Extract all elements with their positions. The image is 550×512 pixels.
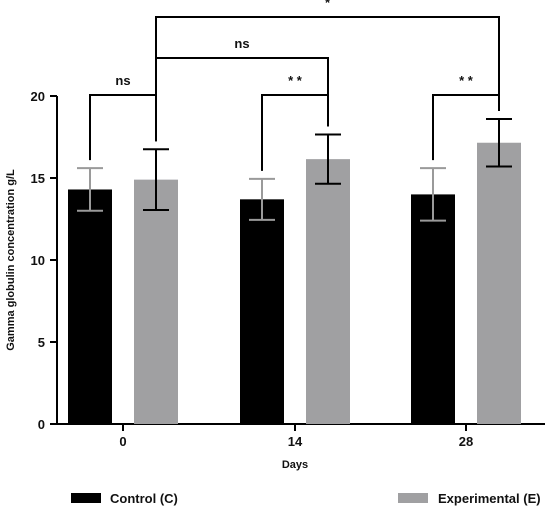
bar	[240, 199, 284, 424]
y-tick-label: 5	[38, 335, 45, 350]
bar	[306, 159, 350, 424]
error-bars	[77, 117, 512, 222]
y-axis-title: Gamma globulin concentration g/L	[5, 169, 17, 351]
y-tick-label: 20	[31, 89, 45, 104]
x-tick-label: 28	[459, 434, 473, 449]
legend-swatch	[398, 493, 428, 503]
bar	[477, 142, 521, 425]
significance-label: * *	[288, 73, 303, 88]
legend-label: Control (C)	[110, 491, 178, 506]
y-tick-label: 10	[31, 253, 45, 268]
x-axis-title: Days	[282, 459, 308, 471]
significance-label: ns	[115, 73, 130, 88]
bar	[411, 194, 455, 424]
significance-label: ns	[234, 36, 249, 51]
legend-label: Experimental (E)	[438, 491, 541, 506]
significance-bracket	[89, 94, 157, 161]
legend: Control (C) Experimental (E)	[71, 491, 541, 506]
legend-swatch	[71, 493, 101, 503]
bar	[134, 179, 178, 424]
significance-bracket	[155, 57, 329, 142]
bar	[68, 189, 112, 424]
bars	[68, 142, 521, 425]
significance-label: * *	[459, 73, 474, 88]
significance-label: *	[325, 0, 331, 10]
y-tick-label: 15	[31, 171, 45, 186]
significance-brackets: ns * * * * ns *	[89, 0, 500, 171]
significance-bracket	[155, 16, 500, 142]
y-tick-label: 0	[38, 417, 45, 432]
x-tick-label: 0	[119, 434, 126, 449]
x-tick-label: 14	[288, 434, 303, 449]
